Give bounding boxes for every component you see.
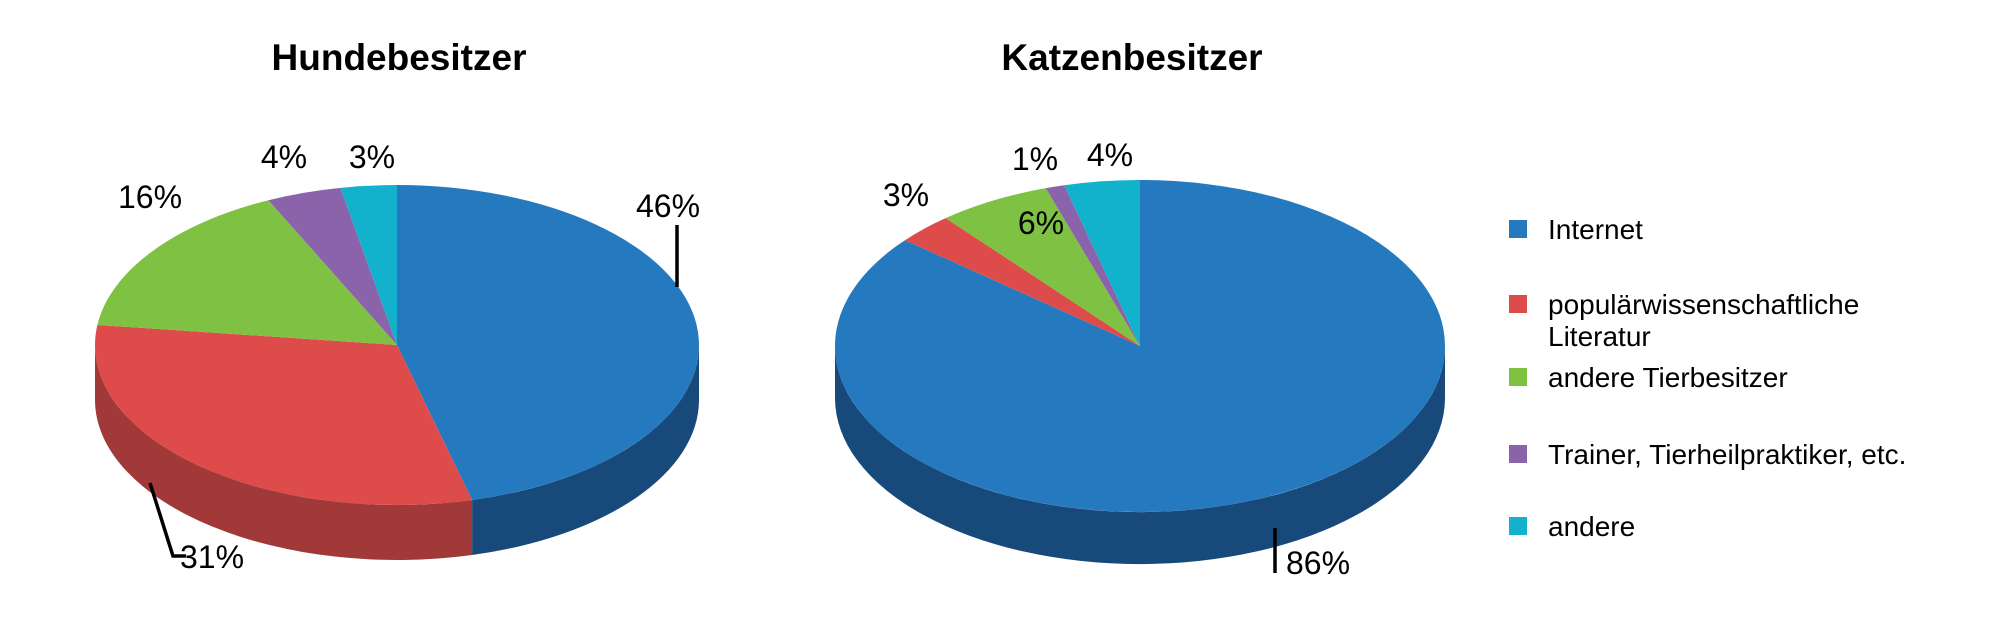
pie1-label-andere: 3% bbox=[349, 139, 395, 175]
legend-item-literatur: populärwissenschaftliche Literatur bbox=[1509, 289, 1859, 353]
legend-swatch-tierbesitzer bbox=[1509, 368, 1527, 386]
pie1-label-trainer: 4% bbox=[261, 139, 307, 175]
pie2-label-tierbesitzer: 6% bbox=[1018, 205, 1064, 241]
pie1-label-internet: 46% bbox=[636, 188, 700, 224]
legend-item-trainer: Trainer, Tierheilpraktiker, etc. bbox=[1509, 439, 1906, 471]
pie2-side-internet bbox=[835, 346, 1446, 565]
legend-swatch-literatur bbox=[1509, 295, 1527, 313]
pie2-slice-literatur bbox=[904, 218, 1140, 346]
pie2-slice-tierbesitzer bbox=[945, 188, 1140, 346]
legend-item-andere: andere bbox=[1509, 511, 1635, 543]
pie1-label-tierbesitzer: 16% bbox=[118, 179, 182, 215]
legend-item-tierbesitzer: andere Tierbesitzer bbox=[1509, 362, 1788, 394]
legend-label-trainer: Trainer, Tierheilpraktiker, etc. bbox=[1548, 439, 1907, 470]
legend-item-internet: Internet bbox=[1509, 214, 1643, 246]
pie2-label-literatur: 3% bbox=[883, 177, 929, 213]
pie1-slice-internet bbox=[397, 185, 699, 500]
legend-swatch-andere bbox=[1509, 517, 1527, 535]
legend-label-tierbesitzer: andere Tierbesitzer bbox=[1548, 362, 1788, 393]
chart-title-katzenbesitzer: Katzenbesitzer bbox=[1001, 37, 1263, 78]
legend-swatch-trainer bbox=[1509, 445, 1527, 463]
pie1-label-literatur: 31% bbox=[180, 539, 244, 575]
pie1-slice-literatur bbox=[95, 324, 473, 505]
chart-title-hundebesitzer: Hundebesitzer bbox=[271, 37, 527, 78]
pie2-label-trainer: 1% bbox=[1012, 141, 1058, 177]
legend: Internet populärwissenschaftliche Litera… bbox=[1509, 0, 1989, 630]
pie2-label-internet: 86% bbox=[1286, 545, 1350, 581]
pie1-side-internet bbox=[472, 345, 699, 555]
legend-label-andere: andere bbox=[1548, 511, 1636, 542]
legend-label-literatur: populärwissenschaftliche Literatur bbox=[1548, 289, 1860, 352]
pie1-slice-andere bbox=[340, 185, 397, 345]
pie1-slice-trainer bbox=[268, 187, 397, 345]
pie2-label-andere: 4% bbox=[1087, 137, 1133, 173]
legend-label-internet: Internet bbox=[1548, 214, 1643, 245]
pie1-slice-tierbesitzer bbox=[97, 200, 398, 345]
pie2-slice-trainer bbox=[1045, 185, 1140, 346]
pie2-slice-andere bbox=[1064, 180, 1140, 346]
legend-swatch-internet bbox=[1509, 220, 1527, 238]
pie1-side-literatur bbox=[95, 345, 473, 560]
pie1-leader-line bbox=[148, 482, 186, 558]
